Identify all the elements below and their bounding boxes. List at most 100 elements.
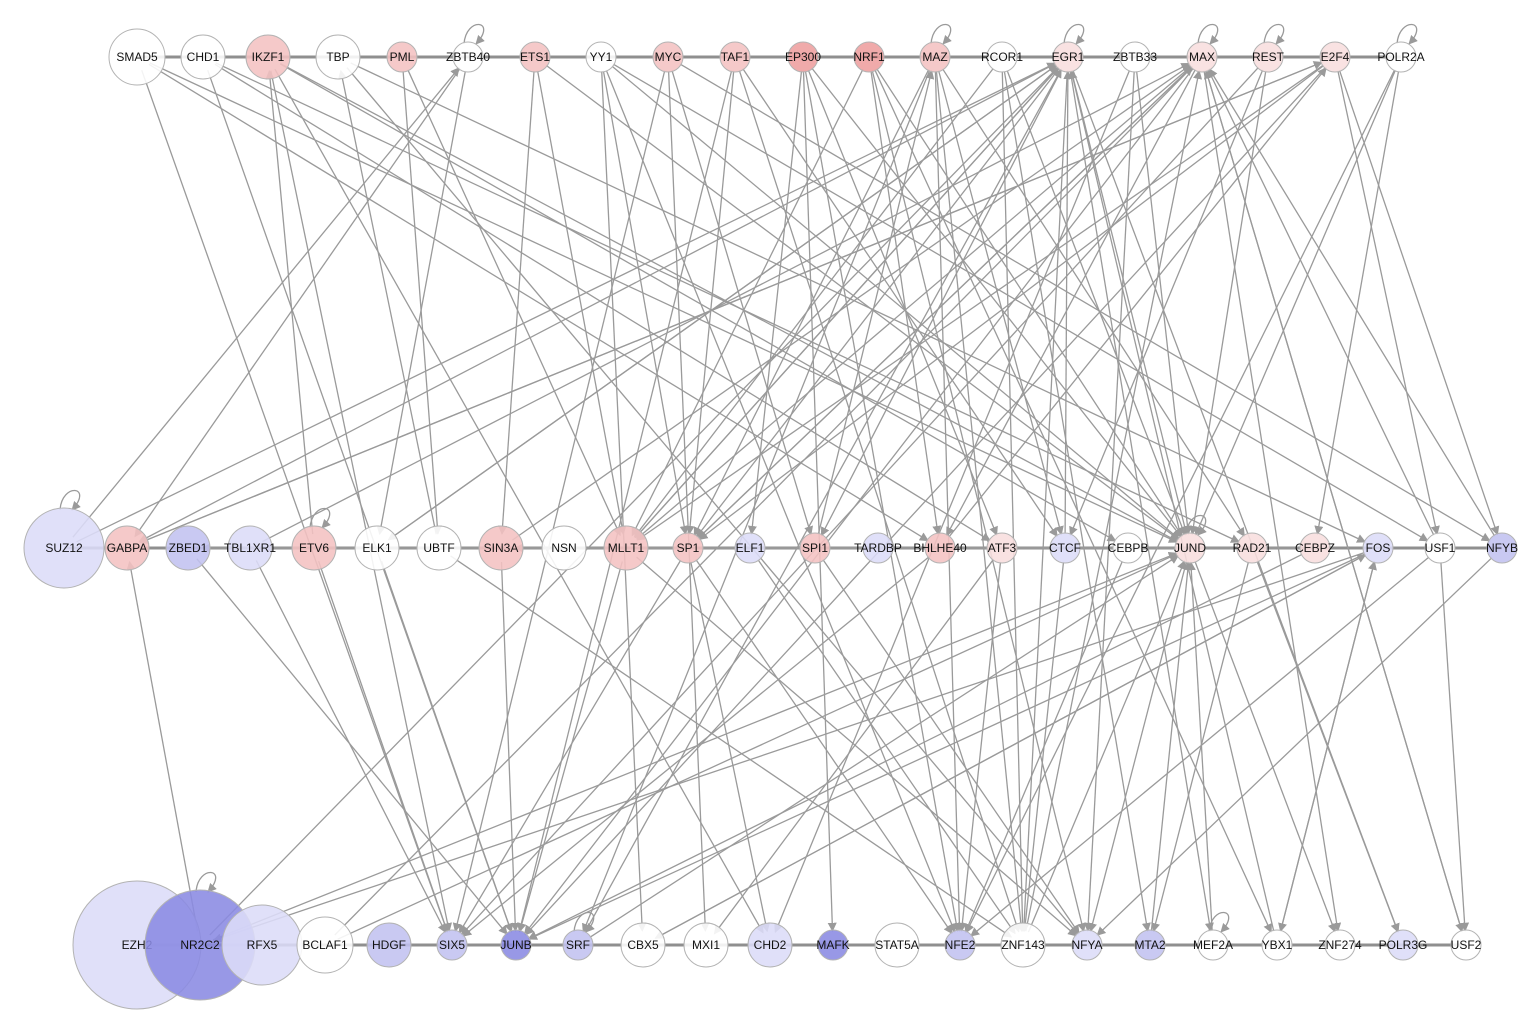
node-cebpz[interactable]: CEBPZ (1295, 532, 1335, 564)
node-circle (1486, 532, 1518, 564)
node-e2f4[interactable]: E2F4 (1319, 41, 1351, 73)
node-atf3[interactable]: ATF3 (986, 532, 1018, 564)
edge-atf3-to-mxi1 (713, 558, 995, 935)
node-circle (104, 525, 150, 571)
node-pml[interactable]: PML (386, 41, 418, 73)
node-yy1[interactable]: YY1 (585, 41, 617, 73)
node-smad5[interactable]: SMAD5 (108, 28, 166, 86)
edge-sin3a-to-junb (500, 561, 520, 932)
node-rest[interactable]: REST (1252, 23, 1285, 73)
node-label: SIN3A (484, 541, 519, 555)
node-mef2a[interactable]: MEF2A (1193, 911, 1233, 961)
node-spi1[interactable]: SPI1 (799, 532, 831, 564)
node-label: UBTF (423, 541, 454, 555)
node-polr3g[interactable]: POLR3G (1379, 929, 1428, 961)
edge-zbtb33-to-nfya (1083, 70, 1135, 932)
edge-maz-to-nfe2 (934, 70, 964, 932)
node-hdgf[interactable]: HDGF (366, 922, 412, 968)
node-tbl1xr1[interactable]: TBL1XR1 (224, 525, 276, 571)
edge-suz12-to-egr1 (76, 62, 1057, 543)
node-rfx5[interactable]: RFX5 (221, 904, 303, 986)
node-circle (1450, 929, 1482, 961)
node-bhlhe40[interactable]: BHLHE40 (913, 532, 967, 564)
node-usf1[interactable]: USF1 (1424, 532, 1456, 564)
edge-usf1-to-usf2 (1440, 561, 1470, 932)
edge-rcor1-to-jund (1006, 69, 1187, 536)
node-sin3a[interactable]: SIN3A (478, 525, 524, 571)
node-circle (1261, 929, 1293, 961)
node-usf2[interactable]: USF2 (1450, 929, 1482, 961)
node-egr1[interactable]: EGR1 (1052, 23, 1085, 73)
node-label: POLR3G (1379, 938, 1428, 952)
edge-ikzf1-to-jund (280, 63, 1179, 542)
node-rad21[interactable]: RAD21 (1233, 532, 1272, 564)
edge-fos-to-junb (527, 553, 1366, 940)
node-zbtb40[interactable]: ZBTB40 (446, 23, 490, 73)
node-elk1[interactable]: ELK1 (354, 525, 400, 571)
node-nrf1[interactable]: NRF1 (853, 41, 885, 73)
node-ctcf[interactable]: CTCF (1049, 532, 1081, 564)
edge-polr2a-to-jund (1194, 69, 1397, 536)
edge-sp1-to-six5 (458, 559, 682, 934)
node-mta2[interactable]: MTA2 (1134, 929, 1166, 961)
node-max[interactable]: MAX (1186, 23, 1219, 73)
node-etv6[interactable]: ETV6 (291, 507, 337, 571)
node-cebpb[interactable]: CEBPB (1108, 532, 1149, 564)
node-zbtb33[interactable]: ZBTB33 (1113, 41, 1157, 73)
node-cbx5[interactable]: CBX5 (620, 922, 666, 968)
node-znf143[interactable]: ZNF143 (1000, 922, 1046, 968)
node-ets1[interactable]: ETS1 (519, 41, 551, 73)
edge-rest-to-six5 (460, 66, 1259, 936)
node-suz12[interactable]: SUZ12 (23, 489, 105, 589)
node-label: RFX5 (247, 938, 278, 952)
node-fos[interactable]: FOS (1362, 532, 1394, 564)
node-znf274[interactable]: ZNF274 (1318, 929, 1362, 961)
node-mafk[interactable]: MAFK (816, 929, 850, 961)
node-stat5a[interactable]: STAT5A (874, 922, 920, 968)
node-tbp[interactable]: TBP (315, 34, 361, 80)
edge-gabpa-to-e2f4 (139, 61, 1323, 544)
node-junb[interactable]: JUNB (500, 929, 532, 961)
node-bclaf1[interactable]: BCLAF1 (296, 916, 354, 974)
node-circle (1299, 532, 1331, 564)
node-ikzf1[interactable]: IKZF1 (245, 34, 291, 80)
node-nfe2[interactable]: NFE2 (944, 929, 976, 961)
node-nfya[interactable]: NFYA (1071, 929, 1103, 961)
node-gabpa[interactable]: GABPA (104, 525, 150, 571)
node-label: MXI1 (692, 938, 720, 952)
edge-rest-to-ctcf (1069, 69, 1264, 536)
node-six5[interactable]: SIX5 (436, 929, 468, 961)
node-chd1[interactable]: CHD1 (180, 34, 226, 80)
node-circle (23, 507, 105, 589)
node-label: CEBPZ (1295, 541, 1335, 555)
node-zbed1[interactable]: ZBED1 (165, 525, 211, 571)
node-mxi1[interactable]: MXI1 (683, 922, 729, 968)
node-srf[interactable]: SRF (562, 911, 595, 961)
node-taf1[interactable]: TAF1 (719, 41, 751, 73)
node-label: HDGF (372, 938, 406, 952)
node-myc[interactable]: MYC (652, 41, 684, 73)
node-rcor1[interactable]: RCOR1 (981, 41, 1023, 73)
node-mllt1[interactable]: MLLT1 (603, 525, 649, 571)
node-jund[interactable]: JUND (1174, 514, 1207, 564)
node-circle (620, 922, 666, 968)
node-circle (787, 41, 819, 73)
node-ep300[interactable]: EP300 (785, 41, 821, 73)
edge-chd1-to-atf3 (214, 63, 991, 542)
node-ubtf[interactable]: UBTF (416, 525, 462, 571)
node-circle (683, 922, 729, 968)
node-nsn[interactable]: NSN (541, 525, 587, 571)
node-circle (1362, 532, 1394, 564)
node-sp1[interactable]: SP1 (672, 532, 704, 564)
edge-nrf1-to-bhlhe40 (870, 70, 942, 536)
node-maz[interactable]: MAZ (919, 23, 952, 73)
node-ybx1[interactable]: YBX1 (1261, 929, 1293, 961)
node-polr2a[interactable]: POLR2A (1377, 23, 1425, 73)
node-chd2[interactable]: CHD2 (747, 922, 793, 968)
node-nr2c2[interactable]: NR2C2 (144, 871, 256, 1001)
node-tardbp[interactable]: TARDBP (854, 532, 902, 564)
node-elf1[interactable]: ELF1 (734, 532, 766, 564)
edge-atf3-to-nfe2 (957, 561, 1002, 933)
node-nfyb[interactable]: NFYB (1486, 532, 1518, 564)
edge-ep300-to-mafk (802, 70, 837, 932)
